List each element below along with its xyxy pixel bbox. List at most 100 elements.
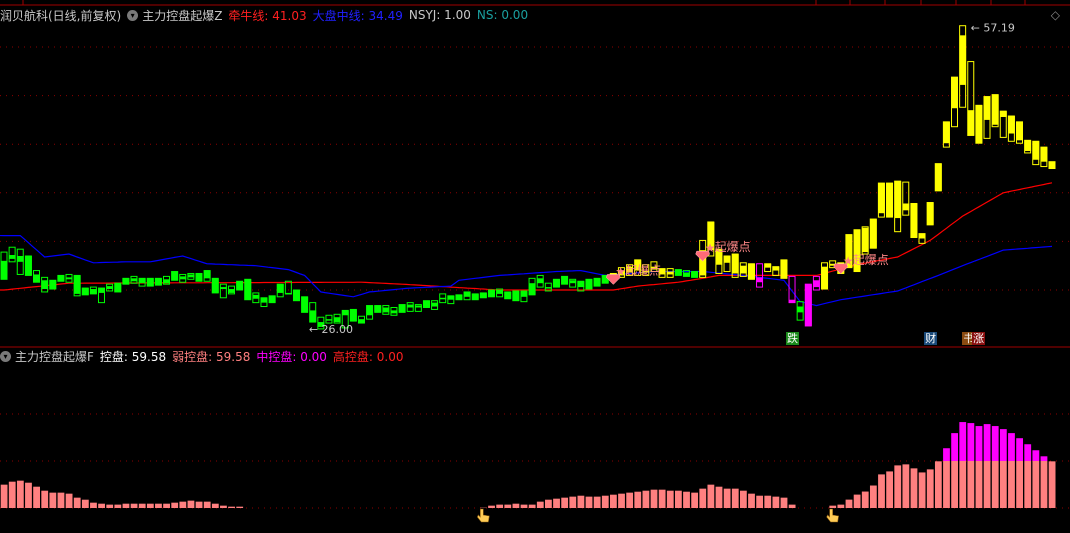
sub-legend: ▾ 主力控盘起爆F 控盘: 59.58 弱控盘: 59.58 中控盘: 0.00… bbox=[0, 348, 410, 364]
candle-body bbox=[797, 306, 804, 313]
candle-body bbox=[1024, 140, 1032, 152]
candle-body bbox=[390, 310, 398, 314]
bar-weak bbox=[739, 490, 747, 508]
bar-weak bbox=[171, 502, 179, 508]
candle-body bbox=[33, 274, 40, 283]
candle-body bbox=[520, 290, 528, 297]
candle-body bbox=[683, 272, 690, 277]
candle-body bbox=[212, 278, 219, 293]
candle-body bbox=[854, 229, 861, 272]
diamond-icon[interactable]: ◇ bbox=[1050, 8, 1060, 22]
bar-weak bbox=[951, 461, 959, 508]
candle-body bbox=[959, 35, 967, 85]
candle-body bbox=[545, 287, 552, 289]
candle-body bbox=[862, 227, 869, 253]
candle-body bbox=[821, 266, 829, 290]
candle-body bbox=[943, 121, 950, 144]
candle-body bbox=[886, 183, 894, 218]
bar-weak bbox=[748, 493, 755, 508]
bar-mid bbox=[991, 426, 999, 461]
bar-weak bbox=[65, 493, 73, 508]
candle-range bbox=[642, 264, 650, 276]
candle-body bbox=[155, 278, 162, 286]
bar-weak bbox=[528, 504, 536, 508]
candle-body bbox=[179, 276, 187, 280]
main-legend: 润贝航科(日线,前复权) ▾ 主力控盘起爆Z 牵牛线: 41.03 大盘中线: … bbox=[0, 7, 534, 23]
signal-label: 起爆点 bbox=[715, 240, 751, 254]
candle-body bbox=[25, 255, 32, 276]
bar-weak bbox=[488, 505, 495, 508]
bar-weak bbox=[699, 488, 707, 508]
bar-weak bbox=[155, 503, 162, 508]
bar-mid bbox=[1008, 433, 1015, 461]
sub-indicator-name[interactable]: 主力控盘起爆F bbox=[15, 349, 94, 364]
candle-body bbox=[1008, 116, 1015, 134]
candle-body bbox=[1040, 147, 1048, 162]
bar-weak bbox=[926, 469, 934, 508]
bar-weak bbox=[999, 461, 1007, 508]
candle-body bbox=[228, 289, 235, 293]
candle-body bbox=[130, 278, 138, 282]
candle-body bbox=[285, 292, 292, 295]
bar-weak bbox=[691, 492, 699, 508]
candle-body bbox=[878, 183, 885, 214]
bar-weak bbox=[163, 503, 170, 508]
candle-body bbox=[553, 279, 560, 288]
bar-mid bbox=[967, 423, 975, 461]
bar-weak bbox=[33, 486, 40, 508]
candle-range bbox=[284, 280, 292, 295]
diamond-icon bbox=[606, 274, 621, 285]
candle-body bbox=[350, 309, 357, 322]
candle-body bbox=[147, 278, 154, 287]
bar-weak bbox=[504, 504, 512, 508]
hand-pointer-icon bbox=[826, 508, 839, 523]
bar-weak bbox=[1040, 461, 1048, 508]
bar-weak bbox=[0, 484, 8, 508]
price-annotation: ← 26.00 bbox=[309, 323, 353, 336]
candle-body bbox=[74, 275, 81, 294]
signal-badge: 财 bbox=[924, 332, 938, 345]
bar-weak bbox=[41, 490, 49, 508]
bar-mid bbox=[999, 429, 1007, 461]
candle-body bbox=[1016, 121, 1023, 141]
bar-weak bbox=[902, 464, 910, 508]
candle-body bbox=[114, 283, 122, 292]
bar-weak bbox=[98, 503, 105, 508]
candle-body bbox=[650, 266, 658, 270]
candle-range bbox=[414, 304, 422, 312]
bar-weak bbox=[1016, 461, 1023, 508]
chevron-down-icon[interactable]: ▾ bbox=[0, 350, 11, 362]
bar-weak bbox=[861, 491, 869, 508]
indicator-name[interactable]: 主力控盘起爆Z bbox=[142, 8, 223, 23]
bar-mid bbox=[959, 422, 967, 461]
candle-body bbox=[423, 300, 430, 308]
bar-weak bbox=[666, 490, 674, 508]
candle-body bbox=[496, 290, 504, 294]
diamond-icon bbox=[695, 250, 710, 262]
candle-body bbox=[17, 255, 24, 262]
candle-body bbox=[910, 203, 918, 238]
candle-body bbox=[951, 77, 959, 109]
candle-body bbox=[764, 263, 772, 268]
candle-body bbox=[772, 266, 780, 271]
chevron-down-icon[interactable]: ▾ bbox=[127, 9, 139, 21]
signal-label: 起爆点 bbox=[625, 263, 661, 277]
candle-body bbox=[659, 268, 666, 275]
candle-body bbox=[626, 266, 634, 273]
bar-weak bbox=[195, 501, 203, 508]
bar-weak bbox=[106, 504, 114, 508]
candle-body bbox=[98, 288, 105, 293]
candle-body bbox=[41, 280, 49, 290]
bar-weak bbox=[983, 461, 991, 508]
candle-body bbox=[529, 283, 536, 295]
candle-body bbox=[220, 287, 227, 290]
bar-weak bbox=[1008, 461, 1015, 508]
bar-weak bbox=[975, 461, 983, 508]
bar-weak bbox=[130, 503, 138, 508]
bar-weak bbox=[16, 480, 24, 508]
bar-weak bbox=[837, 504, 845, 508]
bar-mid bbox=[1040, 456, 1048, 461]
bar-weak bbox=[228, 506, 235, 508]
candle-range bbox=[219, 283, 227, 299]
bar-weak bbox=[934, 461, 942, 508]
